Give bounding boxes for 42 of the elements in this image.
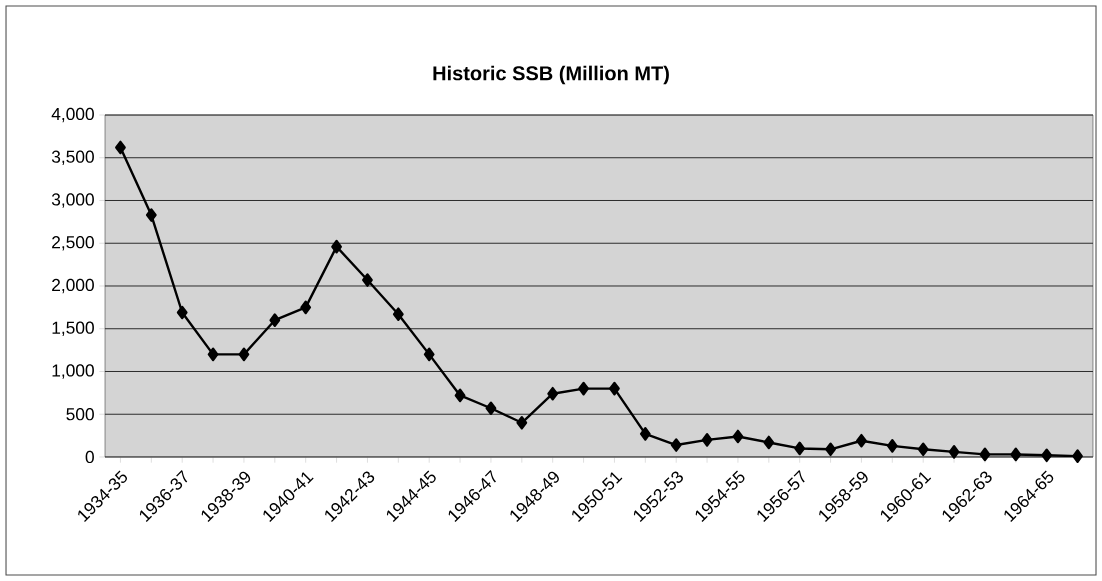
y-tick-label: 2,500 [52, 236, 94, 251]
point [639, 427, 651, 441]
y-tick-label: 3,000 [51, 193, 94, 208]
point [300, 300, 312, 315]
point [423, 347, 435, 362]
point [145, 208, 157, 222]
y-tick-label: 3,500 [51, 150, 94, 165]
point [856, 433, 867, 448]
point [701, 433, 713, 447]
point [547, 386, 559, 401]
point [578, 381, 589, 396]
point [609, 381, 620, 396]
point [763, 435, 775, 450]
point [979, 447, 991, 462]
y-tick-label: 2,000 [52, 278, 94, 294]
y-tick-label: 4,000 [51, 107, 94, 123]
point [207, 347, 219, 362]
point [454, 388, 466, 403]
point [269, 313, 281, 327]
y-tick-label: 1,000 [52, 364, 94, 379]
y-tick-label: 500 [66, 408, 94, 421]
y-tick-label: 0 [85, 450, 94, 464]
point [331, 239, 342, 254]
y-tick-label: 1,500 [52, 321, 94, 336]
point [886, 439, 898, 453]
point [238, 347, 250, 362]
point [917, 442, 929, 457]
point [485, 401, 497, 416]
point [732, 429, 744, 444]
point [115, 140, 126, 155]
point [1072, 449, 1083, 463]
chart-title: Historic SSB (Million MT) [433, 65, 669, 85]
point [948, 445, 960, 459]
point [362, 273, 373, 287]
point [176, 305, 188, 320]
point [516, 415, 528, 430]
point [1010, 447, 1022, 462]
point [392, 307, 404, 322]
point [794, 441, 806, 456]
point [670, 438, 682, 452]
point [825, 442, 836, 457]
point [1041, 448, 1053, 463]
